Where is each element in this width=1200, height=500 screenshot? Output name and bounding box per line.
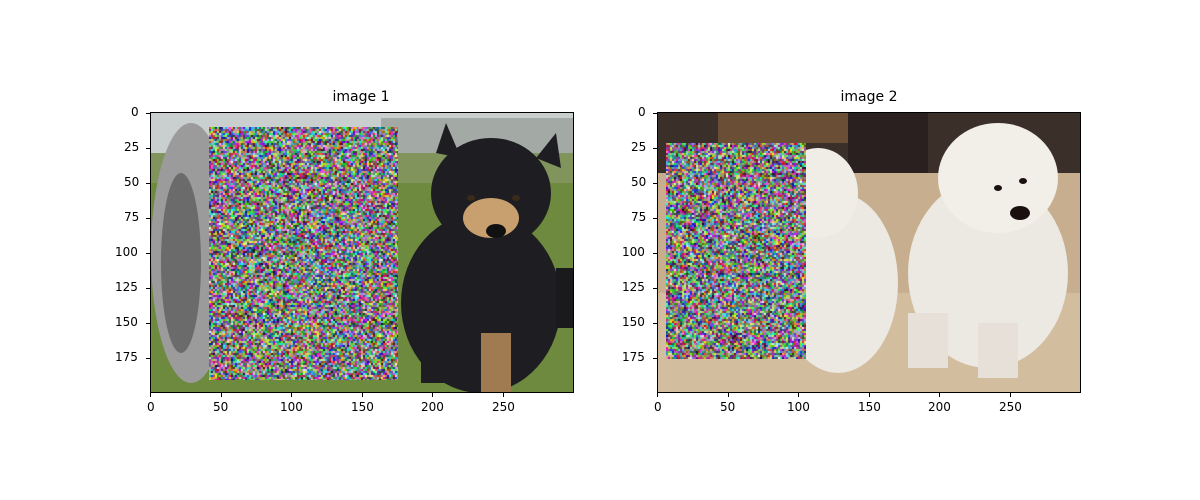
y-tick-mark [653, 183, 657, 184]
y-tick-mark [146, 358, 150, 359]
x-tick-label: 150 [351, 400, 374, 414]
noise-patch-1 [209, 127, 398, 380]
y-tick-label: 125 [622, 280, 645, 294]
x-tick-mark [150, 393, 151, 397]
y-tick-label: 100 [115, 245, 138, 259]
x-tick-label: 100 [280, 400, 303, 414]
x-tick-label: 200 [421, 400, 444, 414]
x-tick-label: 250 [492, 400, 515, 414]
y-tick-mark [146, 288, 150, 289]
y-tick-mark [653, 288, 657, 289]
y-tick-mark [653, 148, 657, 149]
y-tick-mark [653, 323, 657, 324]
y-tick-mark [146, 148, 150, 149]
x-tick-label: 0 [147, 400, 155, 414]
y-tick-label: 25 [631, 140, 647, 154]
x-tick-label: 50 [213, 400, 229, 414]
y-tick-mark [653, 358, 657, 359]
y-tick-label: 150 [115, 315, 138, 329]
y-tick-mark [146, 218, 150, 219]
y-tick-mark [146, 183, 150, 184]
x-tick-label: 150 [858, 400, 881, 414]
y-tick-label: 125 [115, 280, 138, 294]
y-tick-label: 25 [124, 140, 140, 154]
noise-patch-2 [666, 143, 806, 359]
y-tick-mark [146, 323, 150, 324]
y-tick-label: 0 [131, 105, 139, 119]
image-1-frame [150, 112, 574, 393]
x-tick-label: 200 [928, 400, 951, 414]
y-tick-label: 75 [124, 210, 140, 224]
x-tick-mark [1010, 393, 1011, 397]
x-tick-label: 100 [787, 400, 810, 414]
x-tick-mark [432, 393, 433, 397]
x-tick-mark [939, 393, 940, 397]
x-tick-label: 0 [654, 400, 662, 414]
x-tick-mark [362, 393, 363, 397]
image-2-frame [657, 112, 1081, 393]
y-tick-label: 0 [638, 105, 646, 119]
y-tick-mark [146, 113, 150, 114]
y-tick-label: 50 [124, 175, 140, 189]
y-tick-label: 175 [115, 350, 138, 364]
y-tick-mark [653, 218, 657, 219]
x-tick-label: 50 [720, 400, 736, 414]
y-tick-label: 50 [631, 175, 647, 189]
y-tick-label: 100 [622, 245, 645, 259]
y-tick-mark [653, 113, 657, 114]
x-tick-label: 250 [999, 400, 1022, 414]
x-tick-mark [221, 393, 222, 397]
x-tick-mark [798, 393, 799, 397]
x-tick-mark [869, 393, 870, 397]
x-tick-mark [728, 393, 729, 397]
x-tick-mark [503, 393, 504, 397]
y-tick-label: 175 [622, 350, 645, 364]
subplot-title-1: image 1 [332, 89, 390, 105]
x-tick-mark [291, 393, 292, 397]
y-tick-label: 75 [631, 210, 647, 224]
y-tick-label: 150 [622, 315, 645, 329]
x-tick-mark [657, 393, 658, 397]
y-tick-mark [146, 253, 150, 254]
y-tick-mark [653, 253, 657, 254]
subplot-title-2: image 2 [840, 89, 898, 105]
